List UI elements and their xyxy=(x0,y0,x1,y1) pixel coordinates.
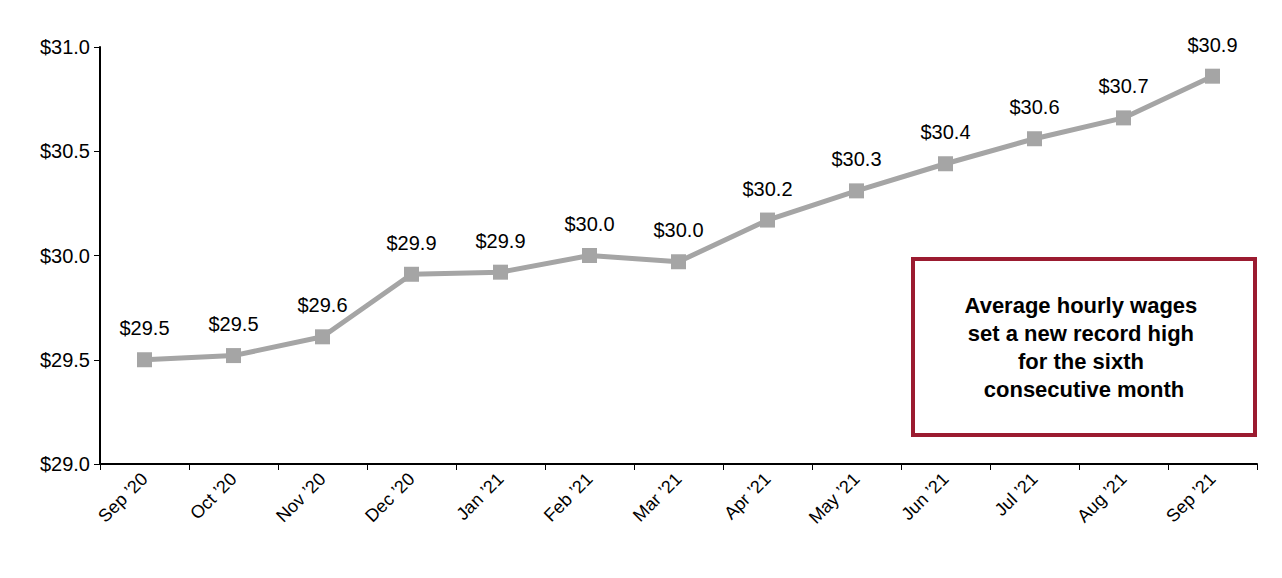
svg-text:$31.0: $31.0 xyxy=(40,36,90,58)
svg-text:Jul ’21: Jul ’21 xyxy=(991,469,1042,520)
svg-text:$30.7: $30.7 xyxy=(1098,75,1148,97)
svg-text:$29.6: $29.6 xyxy=(297,294,347,316)
svg-text:Average hourly wages: Average hourly wages xyxy=(965,293,1204,318)
svg-text:$29.5: $29.5 xyxy=(119,317,169,339)
svg-text:consecutive month: consecutive month xyxy=(984,377,1184,402)
svg-text:$30.4: $30.4 xyxy=(920,121,970,143)
svg-text:Feb ’21: Feb ’21 xyxy=(540,469,597,526)
svg-text:$30.2: $30.2 xyxy=(742,178,792,200)
svg-text:$30.6: $30.6 xyxy=(1009,96,1059,118)
svg-text:$30.9: $30.9 xyxy=(1187,34,1237,56)
svg-text:$29.0: $29.0 xyxy=(40,453,90,475)
svg-text:$29.5: $29.5 xyxy=(40,349,90,371)
svg-text:$30.0: $30.0 xyxy=(653,219,703,241)
svg-text:$29.5: $29.5 xyxy=(208,313,258,335)
svg-text:Dec ’20: Dec ’20 xyxy=(361,469,418,526)
svg-text:Jun ’21: Jun ’21 xyxy=(897,469,952,524)
svg-text:$29.9: $29.9 xyxy=(475,230,525,252)
svg-text:Sep ’21: Sep ’21 xyxy=(1162,469,1219,526)
svg-text:$29.9: $29.9 xyxy=(386,232,436,254)
svg-text:Mar ’21: Mar ’21 xyxy=(629,469,686,526)
svg-text:$30.3: $30.3 xyxy=(831,148,881,170)
svg-text:for the sixth: for the sixth xyxy=(1018,349,1150,374)
svg-text:May ’21: May ’21 xyxy=(805,469,864,528)
svg-text:set a new record high: set a new record high xyxy=(968,321,1200,346)
svg-text:$30.0: $30.0 xyxy=(40,245,90,267)
svg-text:Aug ’21: Aug ’21 xyxy=(1073,469,1130,526)
svg-text:$30.5: $30.5 xyxy=(40,140,90,162)
svg-text:$30.0: $30.0 xyxy=(564,213,614,235)
svg-text:Oct ’20: Oct ’20 xyxy=(186,469,240,523)
svg-text:Jan ’21: Jan ’21 xyxy=(452,469,507,524)
svg-text:Apr ’21: Apr ’21 xyxy=(720,469,774,523)
svg-text:Nov ’20: Nov ’20 xyxy=(272,469,329,526)
svg-text:Sep ’20: Sep ’20 xyxy=(94,469,151,526)
